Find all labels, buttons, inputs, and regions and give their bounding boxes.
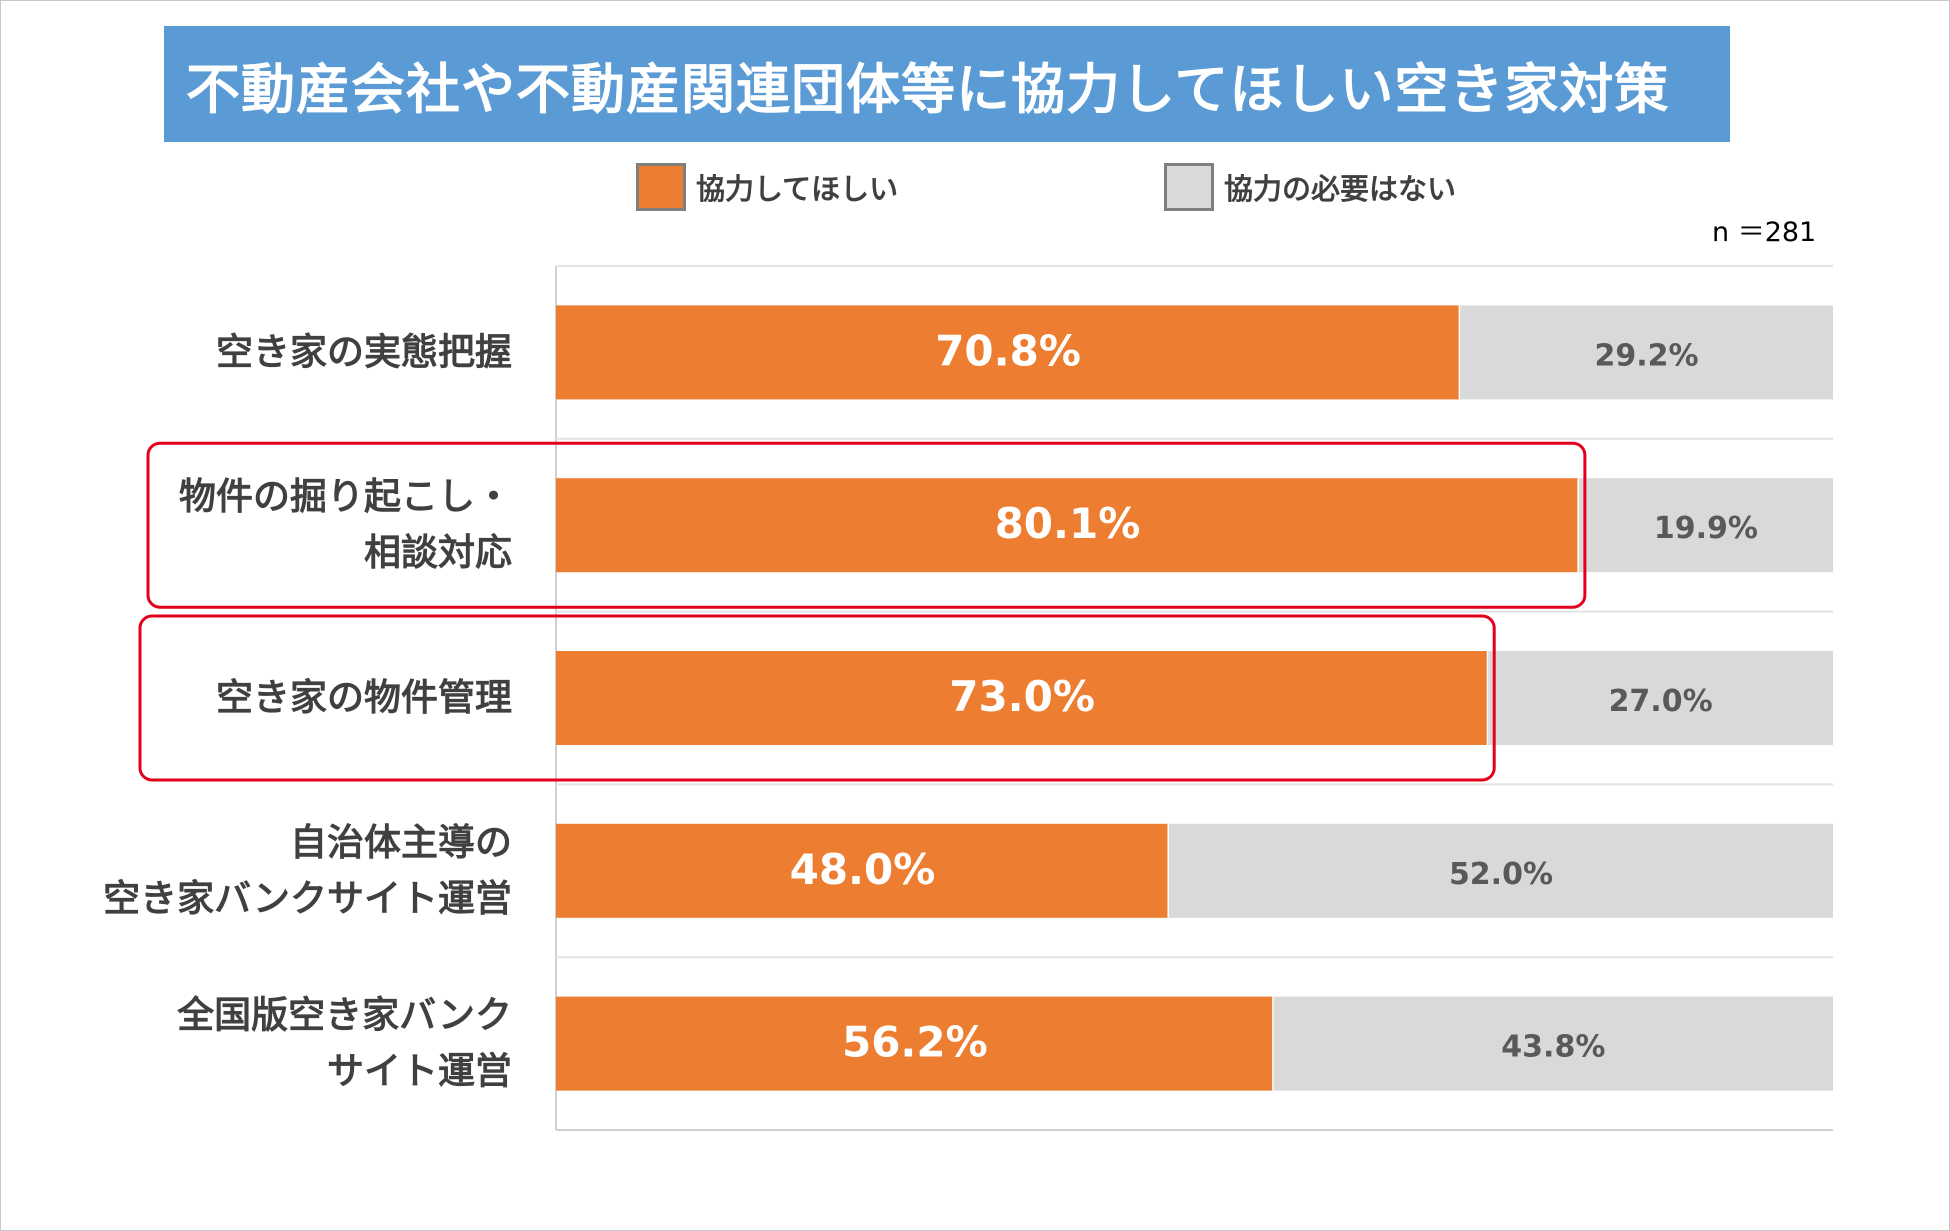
data-label-not-needed: 52.0%	[1449, 857, 1553, 892]
title-banner: 不動産会社や不動産関連団体等に協力してほしい空き家対策	[164, 26, 1730, 142]
highlight-box	[146, 441, 1587, 609]
bar-not-needed	[1273, 996, 1833, 1091]
chart-title: 不動産会社や不動産関連団体等に協力してほしい空き家対策	[186, 57, 1670, 121]
sample-size-label: n ＝281	[1712, 217, 1817, 248]
bar-not-needed	[1578, 478, 1833, 573]
data-label-want: 80.1%	[995, 499, 1141, 548]
category-label: 空き家バンクサイト運営	[103, 877, 512, 920]
category-label: 空き家の物件管理	[216, 676, 512, 719]
category-label: 全国版空き家バンク	[176, 994, 512, 1037]
bar-want	[556, 478, 1579, 573]
bar-not-needed	[1460, 305, 1833, 400]
bar-not-needed	[1168, 823, 1833, 918]
data-label-want: 70.8%	[935, 326, 1081, 375]
bar-want	[556, 996, 1274, 1091]
category-label: サイト運営	[327, 1050, 512, 1093]
data-label-not-needed: 43.8%	[1501, 1030, 1605, 1065]
highlight-box	[138, 614, 1496, 782]
bar-want	[556, 823, 1169, 918]
data-label-not-needed: 19.9%	[1654, 511, 1758, 546]
category-label: 空き家の実態把握	[216, 330, 512, 373]
legend-swatch-not-needed	[1164, 163, 1214, 211]
legend-swatch-want	[636, 163, 686, 211]
category-label: 自治体主導の	[290, 821, 512, 864]
category-label: 物件の掘り起こし・	[179, 475, 512, 518]
data-label-not-needed: 27.0%	[1609, 684, 1713, 719]
bar-not-needed	[1488, 651, 1833, 745]
data-label-want: 56.2%	[842, 1018, 988, 1067]
data-label-not-needed: 29.2%	[1595, 338, 1699, 373]
legend-item-want: 協力してほしい	[636, 163, 898, 211]
legend-label-not-needed: 協力の必要はない	[1224, 172, 1457, 206]
data-label-want: 48.0%	[790, 845, 936, 894]
legend-label-want: 協力してほしい	[696, 172, 899, 206]
bar-want	[556, 305, 1461, 400]
data-label-want: 73.0%	[949, 672, 1095, 721]
category-label: 相談対応	[364, 531, 512, 574]
bar-want	[556, 651, 1489, 745]
legend-item-not-needed: 協力の必要はない	[1164, 163, 1456, 211]
